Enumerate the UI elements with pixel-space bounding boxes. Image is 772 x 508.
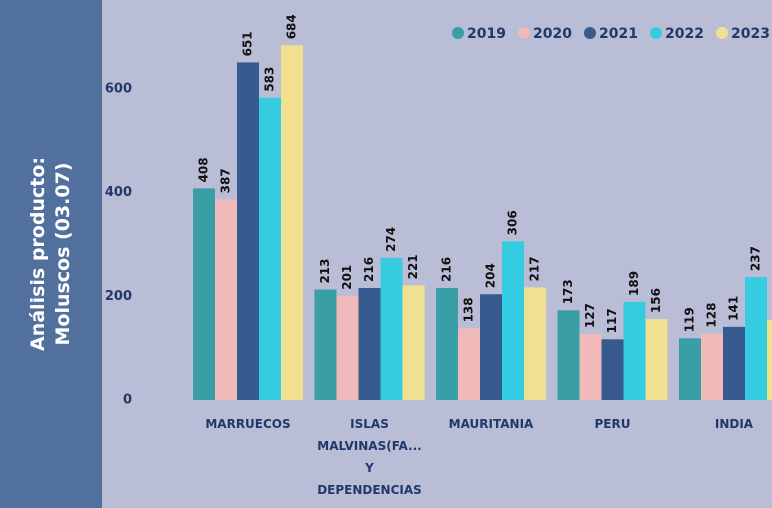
legend-marker	[584, 27, 596, 39]
y-tick-label: 400	[105, 185, 132, 200]
data-label: 213	[318, 258, 332, 283]
data-label: 237	[749, 246, 763, 271]
bar	[579, 334, 602, 400]
legend-label: 2019	[467, 26, 506, 42]
bar	[723, 326, 745, 400]
bar	[193, 188, 215, 400]
data-label: 117	[605, 308, 619, 333]
data-label: 651	[241, 31, 255, 56]
bar	[623, 301, 646, 400]
bar	[502, 241, 524, 400]
data-label: 274	[384, 227, 398, 252]
data-label: 141	[727, 296, 741, 321]
sidebar: Análisis producto: Moluscos (03.07)	[0, 0, 102, 508]
legend-label: 2023	[731, 26, 770, 42]
bar	[237, 62, 259, 400]
bar	[601, 339, 624, 400]
legend-marker	[518, 27, 530, 39]
bar	[645, 319, 668, 400]
bar	[557, 310, 580, 400]
bar	[480, 294, 502, 400]
bar	[524, 287, 546, 400]
y-tick-label: 0	[123, 393, 132, 408]
data-label: 387	[219, 168, 233, 193]
data-label: 583	[263, 67, 277, 92]
bar	[767, 320, 772, 400]
legend-marker	[650, 27, 662, 39]
x-tick-label: MARRUECOS	[205, 417, 291, 431]
data-label: 119	[683, 307, 697, 332]
bar	[458, 328, 480, 400]
data-label: 221	[406, 254, 420, 279]
bar	[436, 287, 458, 400]
bar	[679, 338, 701, 400]
legend-label: 2020	[533, 26, 572, 42]
data-label: 138	[462, 297, 476, 322]
data-label: 217	[528, 256, 542, 281]
data-label: 154	[771, 289, 772, 314]
y-tick-label: 600	[105, 81, 132, 96]
y-tick-label: 200	[105, 289, 132, 304]
data-label: 127	[583, 303, 597, 328]
x-tick-label: MAURITANIA	[448, 417, 534, 431]
bar	[281, 45, 303, 400]
bar	[402, 285, 425, 400]
bar	[336, 295, 359, 400]
data-label: 306	[506, 210, 520, 235]
x-tick-label: PERU	[594, 417, 631, 431]
legend-label: 2022	[665, 26, 704, 42]
data-label: 684	[285, 14, 299, 39]
x-tick-label: ISLAS MALVINAS(FA... Y DEPENDENCIAS	[317, 417, 422, 497]
bar	[745, 277, 767, 400]
data-label: 216	[440, 257, 454, 282]
data-label: 201	[340, 265, 354, 290]
legend-marker	[716, 27, 728, 39]
data-label: 408	[197, 157, 211, 182]
data-label: 189	[627, 271, 641, 296]
legend-label: 2021	[599, 26, 638, 42]
data-label: 156	[649, 288, 663, 313]
bar	[314, 289, 337, 400]
data-label: 128	[705, 303, 719, 328]
bar	[380, 257, 403, 400]
data-label: 204	[484, 263, 498, 288]
legend-marker	[452, 27, 464, 39]
x-tick-label: INDIA	[714, 417, 754, 431]
bar	[701, 333, 723, 400]
bar	[358, 287, 381, 400]
bar	[259, 97, 281, 401]
data-label: 216	[362, 257, 376, 282]
bar	[215, 199, 237, 400]
data-label: 173	[561, 279, 575, 304]
